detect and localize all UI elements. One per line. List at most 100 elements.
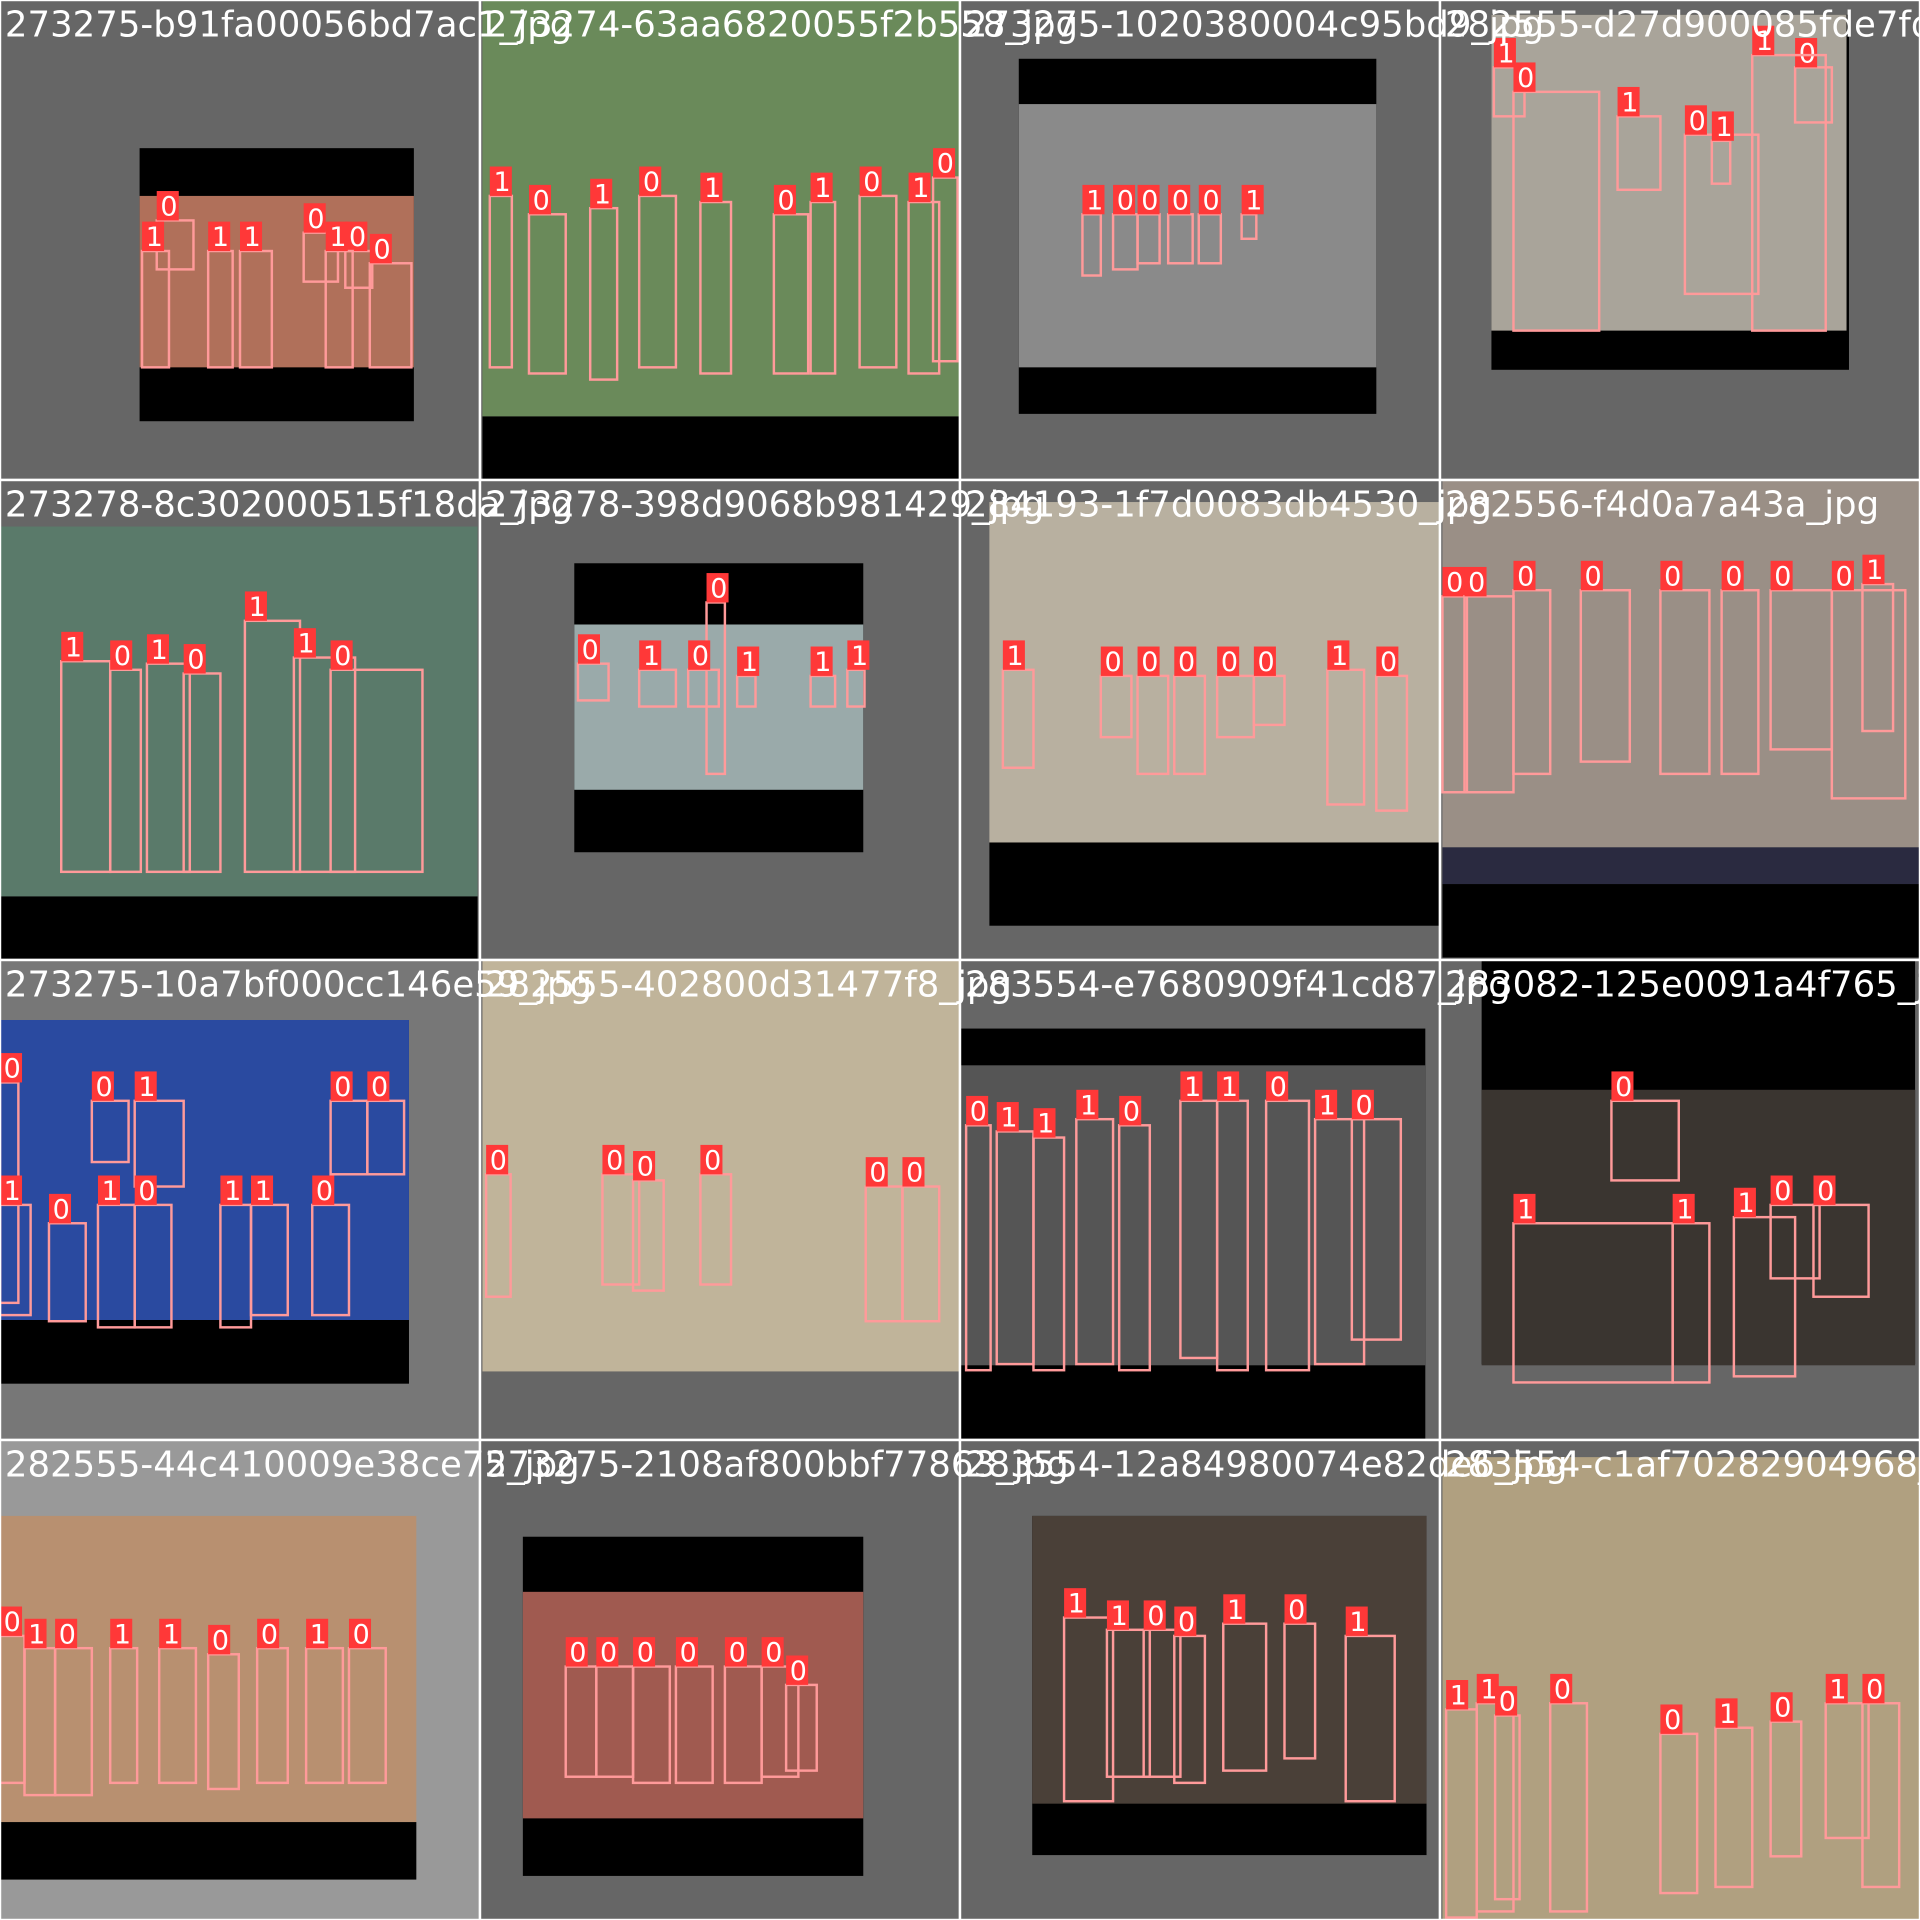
label-background: [1180, 1071, 1203, 1101]
label-background: [1476, 1673, 1499, 1704]
photo: [0, 1020, 409, 1320]
label-background: [486, 1144, 509, 1175]
label-background: [1033, 1108, 1056, 1138]
bounding-box: [368, 262, 413, 369]
label-background: [208, 221, 231, 252]
label-background: [1284, 1594, 1307, 1624]
box-label: 0: [1664, 1705, 1681, 1736]
label-background: [786, 1655, 809, 1685]
box-label: 0: [349, 222, 366, 253]
bounding-box: [699, 1173, 733, 1286]
label-background: [1831, 560, 1854, 591]
box-label: 0: [353, 1619, 370, 1650]
label-background: [61, 631, 84, 662]
box-label: 1: [65, 632, 82, 663]
bounding-box: [1720, 588, 1760, 776]
box-label: 1: [1349, 1607, 1366, 1638]
filename: 283082-125e0091a4f765_jpg: [1445, 965, 1920, 1006]
label-background: [142, 221, 165, 252]
label-background: [1137, 646, 1160, 676]
box-label: 1: [1756, 26, 1773, 57]
label-background: [1106, 1600, 1129, 1630]
box-label: 0: [643, 167, 660, 198]
label-background: [367, 1071, 390, 1101]
filename: 284193-1f7d0083db4530_jpg: [965, 485, 1492, 526]
tile-border: [1438, 1438, 1920, 1920]
box-label: 0: [187, 645, 204, 676]
letterbox: [0, 896, 478, 960]
box-label: 0: [96, 1072, 113, 1103]
box-label: 0: [637, 1152, 654, 1183]
box-label: 1: [1716, 112, 1733, 143]
bounding-box: [243, 619, 302, 874]
box-label: 0: [692, 641, 709, 672]
photo: [482, 0, 960, 417]
letterbox: [1442, 881, 1920, 958]
tile: 1 0 1 011 0: [0, 478, 482, 962]
label-background: [1442, 566, 1465, 597]
box-label: 0: [582, 635, 599, 666]
box-label: 1: [1007, 641, 1024, 672]
box-label: 0: [1774, 1693, 1791, 1724]
label-background: [303, 203, 326, 233]
filename: 273278-8c302000515f18da_jpg: [5, 485, 573, 526]
label-background: [933, 148, 956, 178]
label-background: [810, 172, 833, 203]
box-label: 0: [704, 1145, 721, 1176]
box-label: 0: [1615, 1072, 1632, 1103]
box-label: 0: [114, 641, 131, 672]
label-background: [1064, 1588, 1087, 1618]
label-background: [330, 640, 353, 670]
box-label: 1: [1000, 1103, 1017, 1134]
filename: 282555-402800d31477f8_jpg: [485, 965, 1012, 1006]
box-label: 0: [1468, 567, 1485, 598]
box-label: 1: [146, 222, 163, 253]
filename: 273274-63aa6820055f2b558_jpg: [485, 5, 1078, 46]
label-background: [1711, 111, 1734, 141]
label-background: [1672, 1193, 1695, 1224]
label-background: [1770, 560, 1793, 591]
box-label: 1: [1517, 1194, 1534, 1225]
label-background: [1770, 1692, 1793, 1722]
box-label: 1: [224, 1176, 241, 1207]
label-background: [1446, 1680, 1469, 1710]
bounding-box: [1610, 1099, 1680, 1182]
tile: 00 1 0 1 1 1: [478, 478, 962, 962]
bounding-box: [292, 656, 357, 874]
label-background: [1223, 1594, 1246, 1624]
label-background: [159, 1618, 182, 1649]
label-background: [1795, 37, 1818, 68]
photo: [522, 1591, 864, 1819]
label-background: [208, 1624, 231, 1655]
label-background: [1660, 1704, 1683, 1734]
box-label: 0: [569, 1638, 586, 1669]
filename: 273275-1020380004c95bd9_jpg: [965, 5, 1544, 46]
box-label: 1: [594, 179, 611, 210]
box-label: 0: [1172, 185, 1189, 216]
box-label: 1: [1498, 38, 1515, 69]
box-label: 0: [1554, 1674, 1571, 1705]
label-background: [240, 221, 263, 252]
filename: 273275-10a7bf000cc146e59_jpg: [5, 965, 592, 1006]
letterbox: [989, 842, 1440, 926]
box-label: 1: [1450, 1680, 1467, 1711]
box-label: 1: [912, 173, 929, 204]
label-background: [1315, 1089, 1338, 1120]
label-background: [251, 1175, 274, 1205]
photo: [1481, 1089, 1916, 1366]
box-label: 0: [765, 1638, 782, 1669]
label-background: [1752, 25, 1775, 56]
box-label: 0: [53, 1194, 70, 1225]
label-background: [489, 166, 512, 196]
label-background: [1174, 1606, 1197, 1636]
box-label: 0: [1664, 561, 1681, 592]
tile: 01 1 1 0 0: [1438, 958, 1920, 1442]
box-label: 0: [334, 1072, 351, 1103]
label-background: [0, 1053, 23, 1083]
label-background: [1351, 1089, 1374, 1120]
